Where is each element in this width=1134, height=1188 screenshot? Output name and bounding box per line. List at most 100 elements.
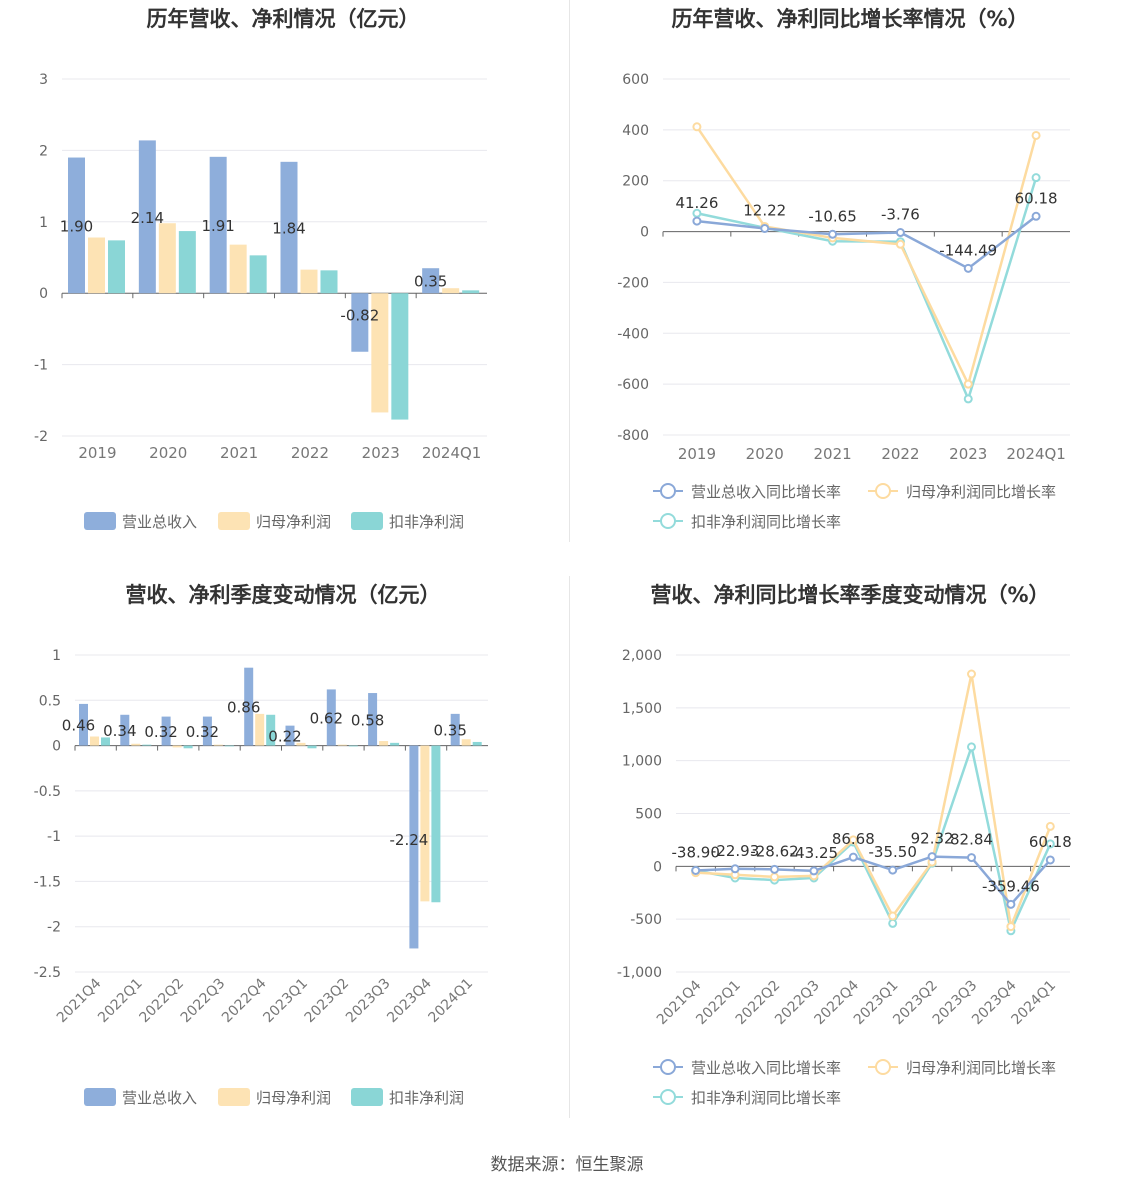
bar-deducted-profit [183, 745, 193, 749]
chart-title: 营收、净利季度变动情况（亿元） [126, 583, 441, 607]
data-label: 2.14 [131, 209, 164, 227]
y-tick-label: 0.5 [39, 693, 61, 709]
y-tick-label: 0 [653, 859, 662, 875]
legend-label: 扣非净利润 [389, 513, 464, 531]
y-tick-label: -500 [630, 912, 662, 928]
data-point [770, 864, 779, 874]
bar-deducted-profit [431, 745, 441, 903]
x-tick-label: 2023 [362, 444, 400, 462]
bar-deducted-profit [101, 737, 110, 746]
data-label: -2.24 [389, 831, 428, 849]
y-tick-label: 2,000 [622, 648, 662, 664]
y-tick-label: 200 [622, 174, 649, 190]
bar-net-profit [296, 742, 306, 746]
x-tick-label: 2021Q4 [54, 975, 105, 1026]
data-point [963, 379, 973, 389]
x-tick-label: 2021 [220, 444, 258, 462]
chart-annual-growth: 历年营收、净利同比增长率情况（%） -800 -600 -400 -200 0 200 400… [617, 7, 1070, 531]
x-tick-label: 2023 [949, 445, 987, 463]
data-point [895, 239, 905, 249]
bar-deducted-profit [391, 293, 409, 420]
data-label: -28.62 [750, 842, 798, 860]
series-line-revenue-growth [695, 855, 1052, 907]
bar-revenue [450, 713, 460, 746]
bar-deducted-profit [178, 231, 196, 294]
bar-revenue [368, 693, 378, 746]
data-label: -144.49 [939, 241, 997, 259]
data-point [927, 852, 937, 862]
legend-label: 扣非净利润 [389, 1089, 464, 1107]
chart-panel-annual-revenue-profit: 历年营收、净利情况（亿元） -2 -1 0 1 2 3 1.90 2.14 1.91 1.84 -0.… [0, 0, 567, 576]
data-point [1006, 899, 1016, 909]
legend-swatch-icon [84, 512, 116, 530]
data-label: 12.22 [743, 201, 786, 219]
legend-marker-icon [660, 1089, 676, 1105]
data-point [691, 865, 701, 875]
x-tick-label: 2022Q3 [178, 976, 229, 1027]
data-point [1045, 821, 1055, 831]
data-point [967, 742, 976, 752]
legend-label: 扣非净利润同比增长率 [691, 1089, 841, 1107]
legend-marker-icon [875, 483, 891, 499]
data-source-label: 数据来源：恒生聚源 [490, 1155, 644, 1175]
chart-title: 历年营收、净利情况（亿元） [147, 7, 420, 31]
bar-deducted-profit [462, 290, 480, 294]
data-label: -10.65 [808, 207, 856, 225]
bar-revenue [161, 716, 171, 746]
x-tick-label: 2019 [78, 444, 116, 462]
bar-deducted-profit [249, 255, 267, 294]
data-point [963, 394, 973, 404]
x-tick-label: 2022 [291, 444, 329, 462]
bar-revenue [209, 156, 227, 294]
divider-top [569, 0, 570, 542]
bar-revenue [409, 745, 419, 949]
y-tick-label: -2.5 [34, 965, 61, 981]
legend-label: 归母净利润同比增长率 [906, 1059, 1056, 1077]
bar-net-profit [90, 736, 99, 746]
y-tick-label: 600 [622, 72, 649, 88]
data-point [692, 216, 702, 226]
data-point [730, 864, 740, 874]
bar-revenue [280, 161, 298, 294]
data-label: 0.32 [186, 723, 219, 741]
x-tick-label: 2024Q1 [422, 444, 482, 462]
bar-net-profit [88, 237, 105, 294]
bar-deducted-profit [266, 714, 276, 746]
bar-net-profit [337, 744, 347, 746]
y-tick-label: -2 [47, 920, 61, 936]
data-label: -359.46 [982, 877, 1040, 895]
x-tick-label: 2021 [813, 445, 851, 463]
data-label: 86.68 [832, 830, 875, 848]
y-tick-label: -400 [617, 326, 649, 342]
chart-panel-annual-growth: 历年营收、净利同比增长率情况（%） -800 -600 -400 -200 0 200 400… [567, 0, 1134, 576]
data-point [963, 263, 973, 273]
data-point [967, 853, 976, 863]
series-line-net-profit-growth [695, 126, 1038, 388]
data-label: -38.90 [672, 843, 720, 861]
bar-revenue [79, 703, 88, 746]
y-tick-label: -2 [34, 429, 48, 445]
chart-title: 历年营收、净利同比增长率情况（%） [671, 7, 1028, 31]
data-label: -35.50 [869, 843, 917, 861]
bar-net-profit [131, 743, 141, 746]
data-label: 60.18 [1029, 833, 1072, 851]
data-label: 0.34 [103, 722, 136, 740]
bar-revenue [422, 268, 440, 294]
chart-quarterly-revenue-profit: 营收、净利季度变动情况（亿元） -2.5 -2 -1.5 -1 -0.5 0 0.5 1 0.46… [34, 583, 488, 1107]
x-tick-label: 2024Q1 [1009, 978, 1060, 1029]
series-line-deducted-profit-growth [695, 742, 1052, 935]
bar-deducted-profit [307, 745, 317, 749]
bar-net-profit [158, 223, 176, 294]
legend-label: 归母净利润 [256, 513, 331, 531]
bar-deducted-profit [348, 745, 358, 747]
y-tick-label: 0 [640, 225, 649, 241]
data-point [1031, 130, 1041, 140]
series-line-revenue-growth [696, 215, 1037, 270]
bar-net-profit [255, 713, 265, 746]
y-tick-label: 500 [635, 807, 662, 823]
bar-net-profit [379, 741, 389, 746]
bar-revenue [285, 725, 295, 746]
data-label: 60.18 [1015, 189, 1058, 207]
x-tick-label: 2022Q4 [219, 975, 270, 1026]
bar-net-profit [172, 745, 182, 748]
